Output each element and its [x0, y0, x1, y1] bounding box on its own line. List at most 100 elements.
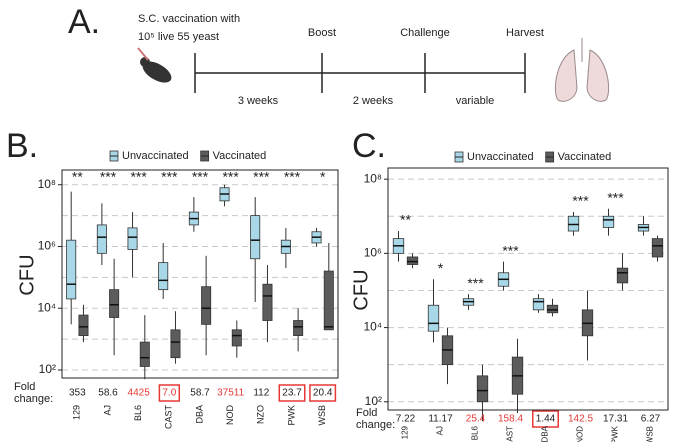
fold-change: 23.7 — [282, 388, 302, 399]
x-tick-label: 129 — [72, 405, 82, 420]
significance: ** — [400, 212, 411, 228]
box — [651, 238, 664, 258]
fold-change: 4425 — [128, 388, 151, 399]
y-tick-label: 10⁶ — [364, 246, 382, 260]
y-tick-label: 10⁶ — [38, 239, 56, 253]
fold-label: Fold — [14, 381, 35, 393]
box — [293, 320, 304, 336]
fold-change: 11.17 — [428, 414, 453, 425]
x-tick-label: 129 — [401, 425, 410, 439]
box — [323, 270, 334, 331]
x-tick-label: PWK — [611, 425, 620, 442]
interval-label: 2 weeks — [353, 95, 394, 107]
fold-change: 112 — [253, 388, 269, 399]
lungs-icon — [554, 38, 610, 102]
mouse-icon — [137, 47, 172, 83]
fold-change: 17.31 — [603, 414, 628, 425]
x-tick-label: AJ — [102, 405, 112, 416]
x-tick-label: WSB — [317, 405, 327, 426]
fold-change: 58.7 — [190, 388, 210, 399]
significance: *** — [192, 169, 209, 185]
box — [427, 304, 440, 332]
box — [616, 267, 629, 284]
panel-label: C. — [352, 127, 386, 165]
panel-label: A. — [68, 3, 100, 41]
box — [546, 304, 559, 314]
y-tick-label: 10⁴ — [37, 300, 56, 314]
box — [231, 329, 242, 347]
significance: *** — [284, 169, 301, 185]
fold-change-box — [532, 410, 559, 428]
fold-label: Fold — [356, 407, 377, 419]
box — [66, 239, 77, 300]
significance: ** — [72, 169, 83, 185]
x-tick-label: WSB — [646, 426, 655, 442]
box — [158, 262, 169, 291]
legend-label: Unvaccinated — [467, 151, 534, 163]
fold-change: 7.0 — [162, 388, 176, 399]
event-label: Challenge — [400, 27, 450, 39]
y-tick-label: 10² — [39, 362, 56, 376]
event-label: Harvest — [506, 27, 544, 39]
significance: *** — [572, 193, 589, 209]
fold-change: 353 — [69, 388, 86, 399]
box — [127, 227, 138, 250]
box — [567, 215, 580, 232]
event-label: Boost — [308, 27, 336, 39]
plot-frame — [61, 169, 339, 379]
panel-label: B. — [6, 127, 38, 165]
x-tick-label: PWK — [286, 405, 296, 426]
box — [170, 329, 181, 359]
x-tick-label: BL6 — [133, 405, 143, 421]
y-tick-label: 10⁸ — [364, 171, 382, 185]
significance: *** — [222, 169, 239, 185]
x-tick-label: NOD — [225, 405, 235, 426]
fold-change-box — [278, 384, 306, 402]
fold-change-box — [309, 384, 337, 402]
legend-label: Vaccinated — [213, 150, 267, 162]
legend-label: Unvaccinated — [122, 150, 189, 162]
y-tick-label: 10² — [365, 394, 382, 408]
fold-change-box — [158, 384, 181, 402]
plot-frame — [387, 167, 669, 411]
timeline — [194, 53, 526, 93]
fold-change: 142.5 — [568, 414, 593, 425]
significance: * — [438, 260, 444, 276]
box — [96, 224, 107, 254]
interval-label: 3 weeks — [238, 95, 279, 107]
fold-change: 58.6 — [98, 388, 118, 399]
x-tick-label: DBA — [194, 405, 204, 424]
fold-change: 25.4 — [466, 414, 486, 425]
significance: *** — [253, 169, 270, 185]
legend-label: Vaccinated — [558, 151, 612, 163]
significance: *** — [502, 242, 519, 258]
box — [250, 215, 261, 260]
x-tick-label: DBA — [541, 425, 550, 442]
box — [406, 256, 419, 265]
box — [602, 215, 615, 228]
fold-label: change: — [14, 393, 53, 405]
box — [78, 314, 89, 336]
fold-change: 37511 — [217, 388, 245, 399]
y-axis-title: CFU — [16, 254, 38, 295]
significance: *** — [130, 169, 147, 185]
box — [109, 289, 120, 318]
box — [476, 375, 489, 403]
fold-change: 158.4 — [498, 414, 523, 425]
box — [201, 286, 212, 325]
x-tick-label: NOD — [576, 426, 585, 442]
box — [139, 341, 150, 367]
fold-change: 20.4 — [313, 388, 333, 399]
y-axis-title: CFU — [350, 269, 372, 310]
x-tick-label: CAST — [506, 426, 515, 442]
significance: *** — [161, 169, 178, 185]
y-tick-label: 10⁸ — [38, 177, 56, 191]
x-tick-label: CAST — [164, 405, 174, 430]
significance: *** — [100, 169, 117, 185]
significance: *** — [467, 275, 484, 291]
fold-change: 1.44 — [536, 414, 556, 425]
x-tick-label: AJ — [436, 426, 445, 435]
y-tick-label: 10⁴ — [363, 320, 382, 334]
